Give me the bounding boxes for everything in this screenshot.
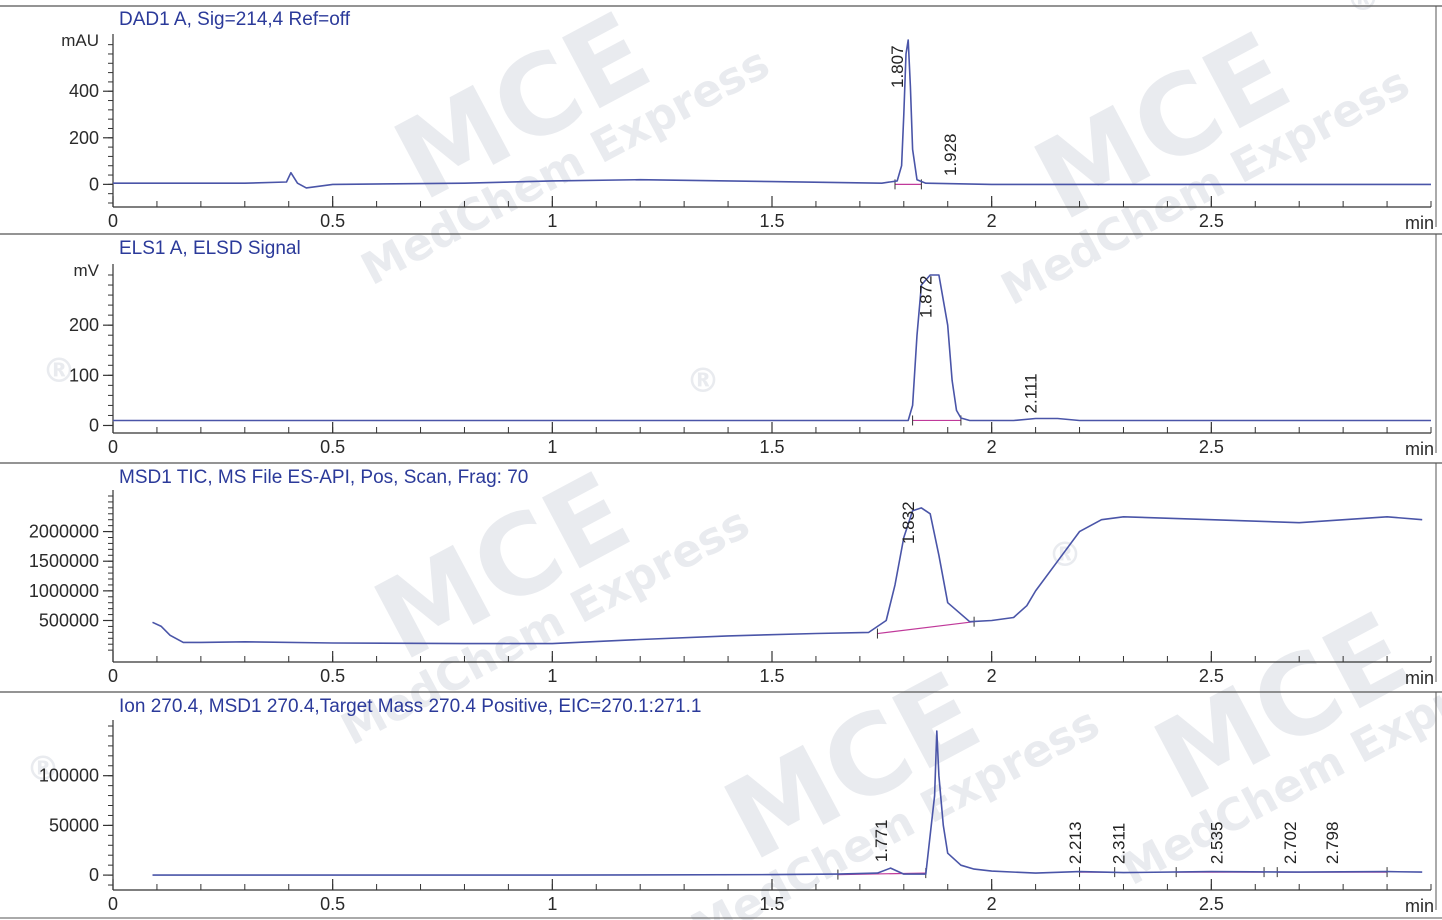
peak-rt-label: 1.872	[916, 275, 935, 318]
y-tick-label: 400	[69, 81, 99, 101]
x-tick-label: 2.5	[1199, 666, 1224, 686]
peak-rt-label: 2.213	[1066, 822, 1085, 865]
x-tick-label: 0	[108, 437, 118, 457]
watermark-registered-mark: ®	[42, 351, 76, 391]
x-tick-label: 1	[547, 437, 557, 457]
y-tick-label: 0	[89, 865, 99, 885]
x-tick-label: 1.5	[759, 666, 784, 686]
y-tick-label: 100	[69, 365, 99, 385]
watermark-registered-mark: ®	[26, 749, 60, 789]
y-tick-label: 1500000	[29, 551, 99, 571]
x-axis-unit-label: min	[1405, 668, 1434, 688]
signal-trace	[113, 39, 1431, 189]
signal-trace	[113, 274, 1431, 422]
x-tick-label: 1	[547, 211, 557, 231]
peak-rt-label: 2.535	[1208, 822, 1227, 865]
x-tick-label: 2	[987, 437, 997, 457]
y-tick-label: 1000000	[29, 581, 99, 601]
signal-trace	[152, 730, 1423, 876]
peak-rt-label: 1.928	[941, 133, 960, 176]
panel-title: DAD1 A, Sig=214,4 Ref=off	[119, 9, 351, 30]
x-tick-label: 1.5	[759, 437, 784, 457]
peak-rt-label: 1.771	[872, 820, 891, 863]
watermark-registered-mark: ®	[1346, 0, 1380, 19]
x-tick-label: 0	[108, 666, 118, 686]
y-axis-unit-label: mAU	[61, 31, 99, 50]
peak-rt-label: 1.832	[899, 501, 918, 544]
panel-title: ELS1 A, ELSD Signal	[119, 238, 301, 259]
x-tick-label: 0.5	[320, 211, 345, 231]
y-tick-label: 200	[69, 128, 99, 148]
chart-panel-3: MSD1 TIC, MS File ES-API, Pos, Scan, Fra…	[0, 462, 1442, 688]
x-tick-label: 1.5	[759, 211, 784, 231]
x-tick-label: 2.5	[1199, 437, 1224, 457]
x-tick-label: 2	[987, 894, 997, 914]
peak-rt-label: 1.807	[888, 45, 907, 88]
x-tick-label: 2	[987, 211, 997, 231]
peak-rt-label: 2.798	[1323, 822, 1342, 865]
x-tick-label: 1	[547, 894, 557, 914]
x-axis-unit-label: min	[1405, 213, 1434, 233]
y-tick-label: 500000	[39, 611, 99, 631]
y-tick-label: 100000	[39, 766, 99, 786]
x-tick-label: 1.5	[759, 894, 784, 914]
watermark-registered-mark: ®	[1048, 535, 1082, 575]
peak-rt-label: 2.111	[1021, 373, 1040, 413]
chart-panel-4: Ion 270.4, MSD1 270.4,Target Mass 270.4 …	[0, 691, 1442, 916]
x-axis-unit-label: min	[1405, 896, 1434, 916]
integration-baseline	[877, 621, 975, 635]
x-axis-unit-label: min	[1405, 439, 1434, 459]
x-tick-label: 0.5	[320, 666, 345, 686]
peak-rt-label: 2.702	[1281, 822, 1300, 865]
x-tick-label: 0	[108, 894, 118, 914]
watermark-registered-mark: ®	[686, 361, 720, 401]
peak-rt-label: 2.311	[1109, 823, 1128, 864]
x-tick-label: 1	[547, 666, 557, 686]
x-tick-label: 2.5	[1199, 211, 1224, 231]
x-tick-label: 2	[987, 666, 997, 686]
x-tick-label: 0.5	[320, 437, 345, 457]
y-tick-label: 200	[69, 315, 99, 335]
signal-trace	[152, 507, 1423, 645]
y-tick-label: 50000	[49, 815, 99, 835]
panel-title: MSD1 TIC, MS File ES-API, Pos, Scan, Fra…	[119, 467, 528, 488]
y-tick-label: 0	[89, 174, 99, 194]
chart-panel-1: DAD1 A, Sig=214,4 Ref=off 0 200 400 mAU 0 0.5 1…	[0, 5, 1442, 233]
x-tick-label: 0.5	[320, 894, 345, 914]
panel-title: Ion 270.4, MSD1 270.4,Target Mass 270.4 …	[119, 696, 702, 717]
y-tick-label: 2000000	[29, 522, 99, 542]
y-axis-unit-label: mV	[74, 261, 100, 280]
x-tick-label: 2.5	[1199, 894, 1224, 914]
chart-panel-2: ELS1 A, ELSD Signal 0 100 200 mV 0 0.5 1 1.5 2 2.5…	[0, 233, 1442, 459]
y-tick-label: 0	[89, 415, 99, 435]
x-tick-label: 0	[108, 211, 118, 231]
